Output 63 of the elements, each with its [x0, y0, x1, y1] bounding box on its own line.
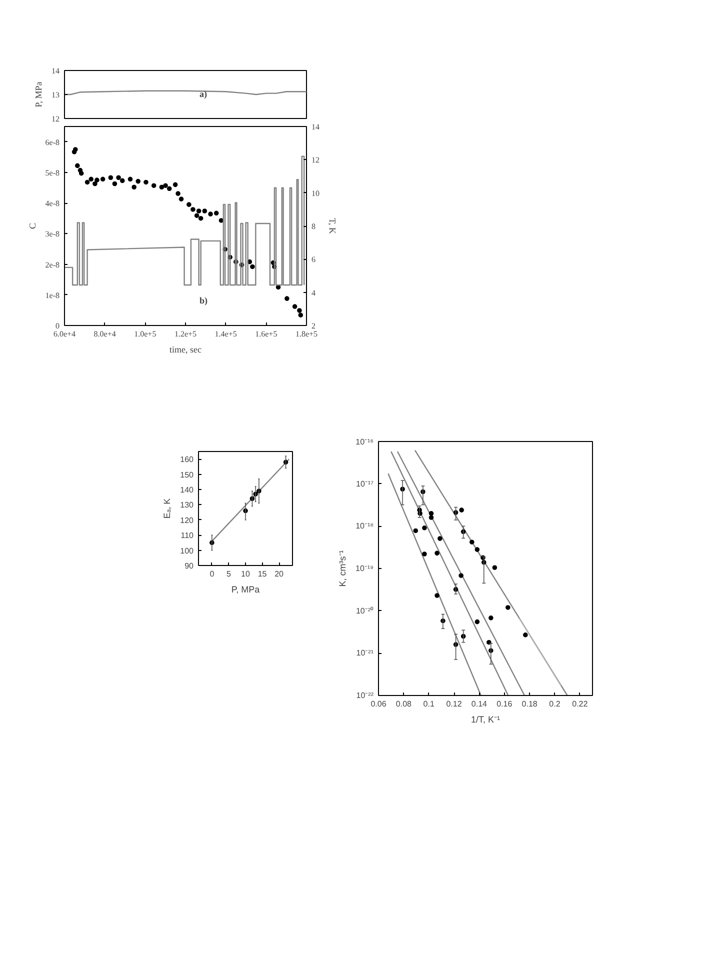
x-tick-label: 5 [226, 570, 232, 578]
x-tick-label: 0.16 [496, 700, 513, 708]
x-tick-label: 1.4e+5 [214, 330, 237, 338]
x-tick-label: 15 [258, 570, 268, 578]
x-tick-label: 6.0e+4 [53, 330, 76, 338]
y-tick-label: 5e-8 [45, 168, 60, 178]
y2-tick-label: 6 [312, 255, 316, 264]
y-tick-label: 4e-8 [45, 199, 60, 208]
y-tick-label: 10⁻¹⁷ [356, 479, 374, 488]
y-tick-label: 110 [180, 531, 194, 540]
y-tick-label: 120 [180, 516, 194, 525]
y-tick-label: 130 [180, 500, 194, 510]
x-tick-label: 0.2 [549, 700, 561, 708]
y-tick-label: 13 [52, 90, 60, 100]
x-tick-label: 0 [210, 570, 215, 578]
x-tick-label: 1.2e+5 [174, 330, 197, 338]
x-axis-title: 1/T, K⁻¹ [470, 714, 500, 724]
x-tick-label: 0.06 [370, 700, 387, 708]
y-tick-label: 12 [52, 114, 60, 124]
annotation: a) [200, 88, 207, 99]
y-tick-label: 90 [184, 562, 194, 570]
y-tick-label: 1e-8 [45, 290, 60, 300]
x-tick-label: 1.6e+5 [255, 330, 278, 338]
y-tick-label: 160 [180, 455, 194, 464]
y-axis-title: K, cm³s⁻¹ [338, 550, 348, 587]
x-tick-label: 10 [241, 570, 250, 578]
y-tick-label: 10⁻²¹ [356, 648, 374, 658]
x-tick-label: 8.0e+4 [94, 330, 116, 338]
y2-tick-label: 14 [312, 122, 320, 132]
y-tick-label: 3e-8 [45, 230, 60, 239]
y-tick-label: 10⁻²⁰ [356, 606, 374, 616]
x-tick-label: 0.18 [522, 700, 538, 708]
y2-tick-label: 4 [312, 288, 316, 298]
x-tick-label: 0.12 [446, 700, 462, 708]
y2-tick-label: 8 [312, 222, 316, 231]
y-tick-label: 14 [52, 66, 60, 76]
y2-tick-label: 12 [312, 156, 320, 165]
x-tick-label: 1.8e+5 [295, 330, 318, 338]
y-tick-label: 10⁻²² [356, 691, 374, 700]
x-axis-title: P, MPa [231, 584, 260, 594]
y2-tick-label: 2 [312, 322, 316, 330]
x-tick-label: 0.1 [423, 700, 435, 708]
y-tick-label: 10⁻¹⁹ [356, 564, 374, 573]
y-tick-label: 150 [180, 470, 194, 480]
y-axis-title: Eₐ, K [162, 498, 172, 519]
y-tick-label: 100 [180, 546, 194, 556]
x-tick-label: 0.14 [471, 700, 488, 708]
y-tick-label: 10⁻¹⁸ [356, 522, 374, 531]
annotation: b) [200, 296, 208, 306]
y2-tick-label: 10 [312, 188, 320, 198]
x-tick-label: 1.0e+5 [134, 330, 156, 338]
y-axis-title: C [27, 222, 38, 229]
y-axis-title: P, MPa [34, 82, 44, 108]
x-tick-label: 20 [274, 570, 284, 578]
y2-axis-title: T, K [328, 218, 338, 234]
y-tick-label: 10⁻¹⁶ [356, 438, 374, 446]
y-tick-label: 0 [56, 322, 60, 330]
x-tick-label: 0.08 [396, 700, 412, 708]
y-tick-label: 6e-8 [45, 138, 60, 147]
y-tick-label: 2e-8 [45, 260, 60, 270]
x-tick-label: 0.22 [572, 700, 588, 708]
x-axis-title: time, sec [170, 344, 202, 354]
y-tick-label: 140 [180, 486, 194, 494]
